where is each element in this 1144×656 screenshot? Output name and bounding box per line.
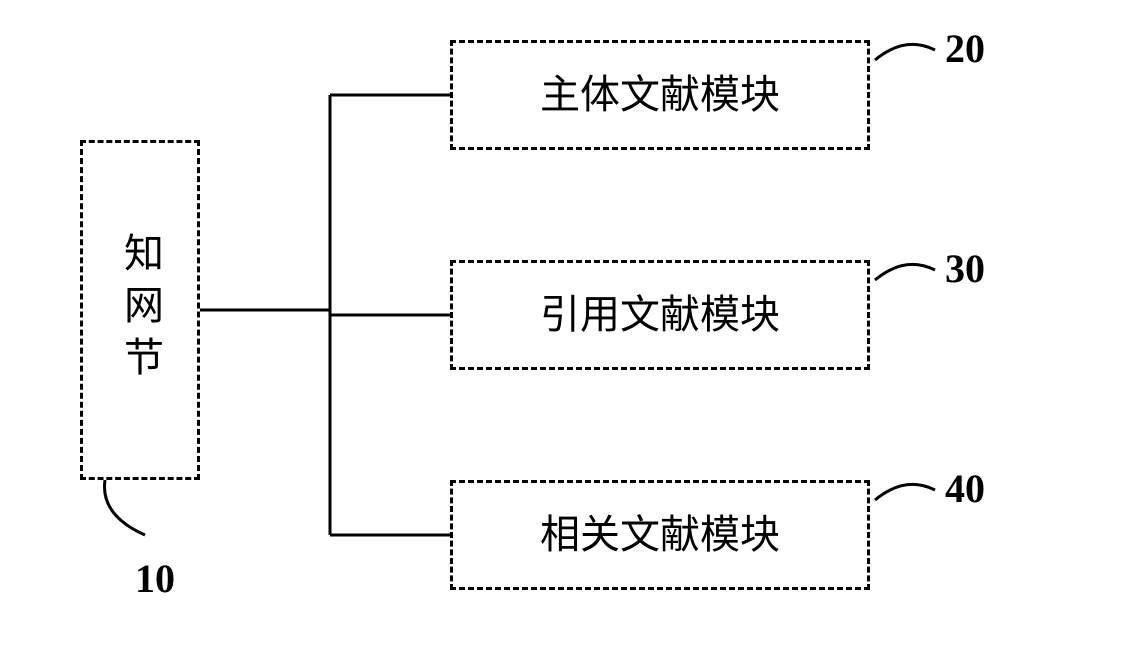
diagram-container: 知网节 10 主体文献模块 20 引用文献模块 30 相关文献模块 40 xyxy=(0,0,1144,656)
child-30-label-curve xyxy=(870,250,950,310)
root-label: 10 xyxy=(135,555,175,602)
child-node-20-text: 主体文献模块 xyxy=(540,67,780,123)
child-node-20: 主体文献模块 xyxy=(450,40,870,150)
child-40-label-curve xyxy=(870,470,950,530)
child-node-40: 相关文献模块 xyxy=(450,480,870,590)
child-40-label: 40 xyxy=(945,465,985,512)
child-30-label: 30 xyxy=(945,245,985,292)
child-node-30-text: 引用文献模块 xyxy=(540,287,780,343)
child-20-label: 20 xyxy=(945,25,985,72)
child-node-40-text: 相关文献模块 xyxy=(540,507,780,563)
root-node-text: 知网节 xyxy=(112,232,168,388)
child-node-30: 引用文献模块 xyxy=(450,260,870,370)
child-20-label-curve xyxy=(870,30,950,90)
root-label-curve xyxy=(90,480,170,550)
root-node: 知网节 xyxy=(80,140,200,480)
